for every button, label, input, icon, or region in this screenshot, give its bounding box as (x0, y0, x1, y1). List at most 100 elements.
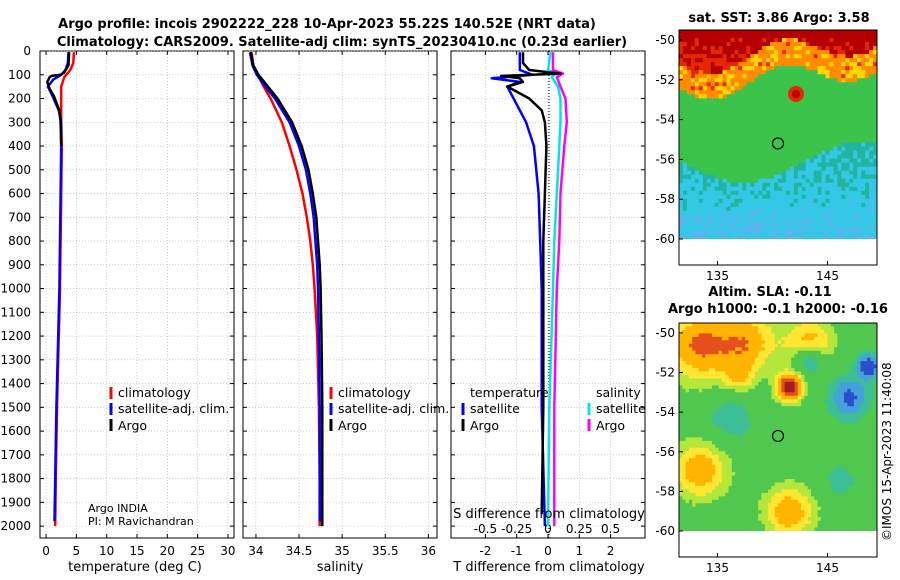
sla-cell (840, 371, 845, 376)
sla-cell (817, 375, 822, 379)
sla-cell (745, 392, 749, 397)
sst-cell (730, 78, 735, 83)
sla-cell (768, 371, 772, 376)
sst-cell (679, 198, 684, 204)
sla-cell (811, 361, 815, 365)
sst-cell (770, 110, 775, 115)
sla-cell (725, 361, 729, 365)
sst-cell (857, 122, 862, 127)
sst-cell (861, 154, 866, 160)
sla-cell (791, 354, 795, 359)
sst-cell (726, 74, 731, 79)
sla-cell (834, 347, 838, 352)
sla-cell (787, 371, 792, 376)
sst-cell (801, 174, 807, 180)
sst-cell (797, 166, 803, 172)
sst-cell (793, 214, 799, 220)
sla-cell (712, 375, 716, 379)
sst-cell (698, 94, 704, 99)
sla-cell (688, 364, 693, 369)
sst-cell (797, 42, 803, 47)
sla-cell (857, 381, 861, 386)
sla-cell (705, 323, 710, 327)
sla-cell (698, 336, 703, 341)
sst-cell (841, 194, 846, 200)
sst-cell (710, 222, 716, 228)
sst-cell (793, 186, 799, 192)
sst-cell (813, 54, 819, 59)
sst-cell (833, 182, 838, 188)
sst-cell (718, 74, 724, 79)
sst-cell (797, 146, 803, 152)
depth-tick-label: 1700 (0, 448, 31, 462)
sst-cell (813, 118, 819, 123)
sla-cell (748, 329, 752, 334)
sst-cell (766, 62, 771, 67)
sst-cell (742, 230, 747, 236)
sst-cell (750, 30, 755, 35)
sst-cell (702, 182, 708, 188)
sst-cell (750, 210, 755, 216)
sla-cell (787, 361, 792, 365)
sst-cell (829, 198, 834, 204)
sla-cell (807, 371, 812, 376)
sst-cell (778, 46, 783, 51)
sla-cell (738, 340, 743, 345)
sst-cell (805, 194, 811, 200)
sst-cell (718, 230, 724, 236)
sst-cell (718, 146, 724, 152)
sst-cell (785, 58, 791, 63)
legend-temperature-heading: temperature (470, 385, 549, 400)
sst-cell (853, 170, 858, 176)
sst-cell (774, 42, 779, 47)
sst-cell (746, 154, 751, 160)
sla-cell (860, 326, 865, 331)
sst-cell (718, 210, 724, 216)
sla-cell (715, 333, 719, 338)
sla-cell (844, 399, 848, 404)
sst-cell (785, 142, 791, 148)
sst-cell (873, 138, 877, 144)
sla-cell (853, 420, 858, 424)
sst-cell (698, 174, 704, 180)
sla-cell (758, 326, 762, 331)
sst-cell (805, 118, 811, 123)
sla-cell (844, 381, 848, 386)
sst-cell (774, 162, 779, 168)
sst-cell (869, 226, 874, 232)
sst-cell (797, 30, 803, 35)
sla-cell (863, 385, 868, 390)
sla-cell (873, 381, 877, 386)
sla-cell (748, 392, 752, 397)
sla-cell (847, 368, 851, 372)
sst-cell (837, 94, 842, 99)
sst-cell (730, 30, 735, 35)
sst-cell (821, 34, 827, 39)
sst-cell (853, 62, 858, 67)
sla-cell (748, 336, 752, 341)
sst-cell (746, 42, 751, 47)
sla-cell (741, 395, 746, 400)
sst-cell (789, 38, 795, 43)
sst-cell (821, 70, 827, 75)
sst-cell (702, 90, 708, 95)
sla-cell (863, 347, 868, 352)
sst-cell (702, 58, 708, 63)
x-tick-label: 10 (99, 544, 114, 558)
sst-cell (706, 50, 712, 55)
sst-cell (734, 166, 739, 172)
sst-cell (793, 30, 799, 35)
sst-cell (825, 158, 830, 164)
sst-cell (774, 122, 779, 127)
sst-cell (726, 218, 731, 224)
sst-cell (778, 190, 783, 196)
sst-cell (718, 66, 724, 71)
sst-cell (809, 118, 815, 123)
sla-cell (748, 423, 752, 428)
sla-cell (712, 357, 716, 362)
sst-cell (817, 110, 823, 115)
sst-cell (742, 86, 747, 91)
sla-cell (867, 364, 871, 369)
sst-cell (829, 158, 834, 164)
sst-cell (853, 86, 858, 91)
